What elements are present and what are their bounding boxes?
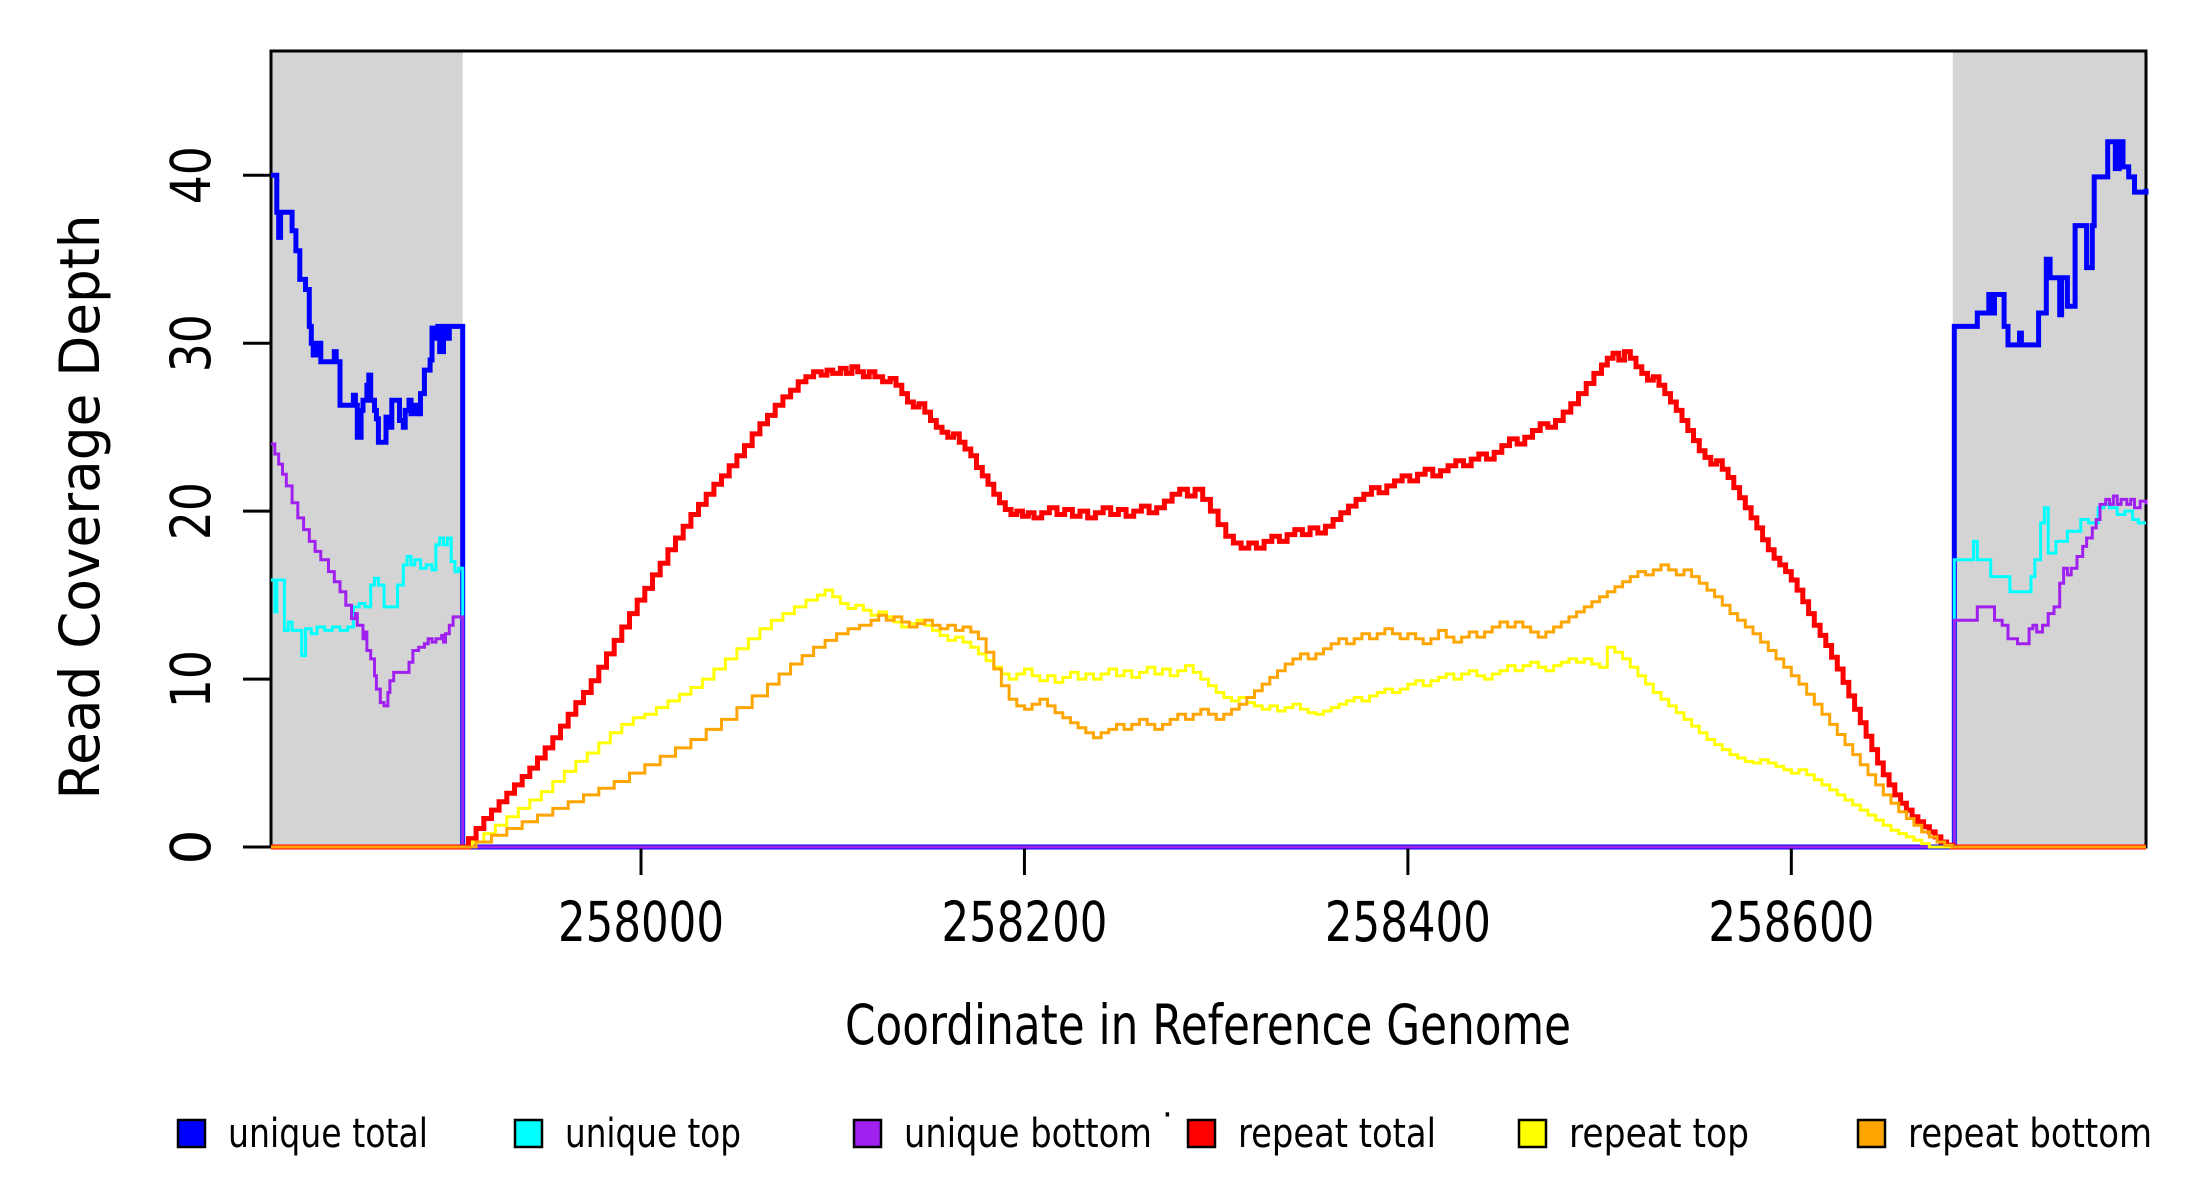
legend-label: repeat total <box>1238 1111 1436 1157</box>
y-axis-title: Read Coverage Depth <box>48 215 112 800</box>
x-tick-label: 258600 <box>1708 890 1874 954</box>
series-repeat-top <box>271 588 2146 849</box>
x-tick-label: 258400 <box>1325 890 1491 954</box>
series-unique-top <box>271 502 2146 849</box>
series-repeat-total <box>271 349 2146 850</box>
legend-item-unique-bottom: unique bottom <box>852 1111 1152 1157</box>
legend-label: unique top <box>565 1111 741 1157</box>
legend-swatch-repeat-top <box>1517 1118 1548 1149</box>
legend-label: repeat top <box>1569 1111 1749 1157</box>
series-repeat-bottom <box>271 563 2146 849</box>
series-unique-bottom <box>271 442 2148 849</box>
y-tick-label: 10 <box>159 650 223 708</box>
series-layer <box>271 139 2149 850</box>
x-tick-label: 258000 <box>558 890 724 954</box>
shaded-region-2 <box>1952 49 2146 849</box>
y-tick-label: 0 <box>159 830 223 865</box>
legend-item-repeat-top: repeat top <box>1517 1111 1749 1157</box>
legend-swatch-unique-top <box>513 1118 544 1149</box>
legend-swatch-unique-total <box>176 1118 207 1149</box>
legend: unique total unique top unique bottom repea… <box>176 1095 2152 1157</box>
legend-item-unique-total: unique total <box>176 1111 428 1157</box>
legend-swatch-repeat-bottom <box>1856 1118 1887 1149</box>
legend-swatch-unique-bottom <box>852 1118 883 1149</box>
legend-label: unique total <box>228 1111 428 1157</box>
stray-dot: · <box>1162 1095 1173 1135</box>
x-tick-label: 258200 <box>941 890 1107 954</box>
y-tick-label: 40 <box>159 146 223 204</box>
legend-label: repeat bottom <box>1908 1111 2152 1157</box>
legend-item-repeat-total: repeat total <box>1186 1111 1436 1157</box>
shaded-region-1 <box>269 49 463 849</box>
y-tick-label: 20 <box>159 482 223 540</box>
series-unique-total <box>271 139 2149 850</box>
legend-label: unique bottom <box>904 1111 1152 1157</box>
legend-item-repeat-bottom: repeat bottom <box>1856 1111 2152 1157</box>
axes-layer: 258000 258200 258400 258600 0 10 20 30 40 <box>159 146 1874 954</box>
legend-swatch-repeat-total <box>1186 1118 1217 1149</box>
x-axis-title: Coordinate in Reference Genome <box>845 993 1571 1057</box>
y-tick-label: 30 <box>159 314 223 372</box>
legend-item-unique-top: unique top <box>513 1111 741 1157</box>
